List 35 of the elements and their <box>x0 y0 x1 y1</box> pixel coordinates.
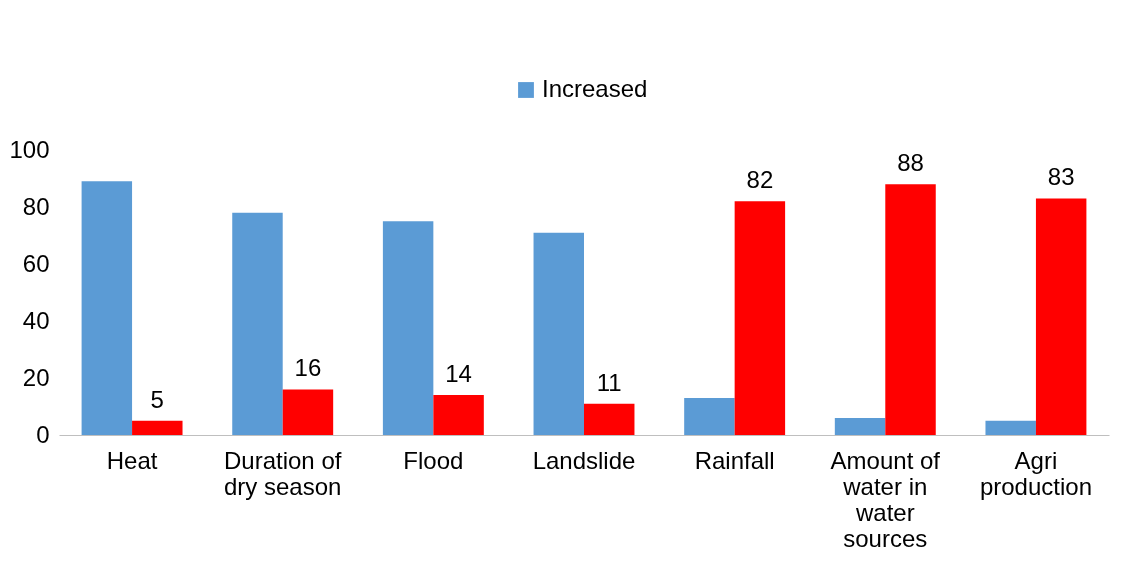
data-label: 11 <box>596 368 622 396</box>
x-tick-label: Flood <box>403 446 464 474</box>
y-tick-label: 40 <box>22 306 50 334</box>
x-tick-label: Amount of water in water sources <box>830 446 941 552</box>
bar <box>433 395 484 435</box>
data-label: 83 <box>1047 163 1075 191</box>
x-tick-label: Rainfall <box>694 446 775 474</box>
x-tick-label: Agri production <box>979 446 1092 500</box>
x-tick-label: Landslide <box>532 446 636 474</box>
bar <box>1035 198 1087 435</box>
data-label: 82 <box>746 166 774 194</box>
y-tick-label: 0 <box>36 420 50 448</box>
x-tick-label: Heat <box>106 446 158 474</box>
legend-label: Increased <box>542 75 648 102</box>
x-tick-label: Duration of dry season <box>224 446 342 500</box>
y-tick-label: 100 <box>9 135 50 163</box>
data-label: 88 <box>897 149 924 177</box>
data-label: 14 <box>445 360 472 388</box>
bar <box>282 389 334 435</box>
bar <box>834 417 886 435</box>
bar <box>584 403 635 435</box>
bar <box>533 232 584 435</box>
y-tick-label: 80 <box>22 192 50 220</box>
data-label: 5 <box>150 385 164 413</box>
bar <box>132 420 183 435</box>
bar <box>734 201 786 435</box>
bar <box>985 420 1036 435</box>
y-tick-label: 20 <box>22 363 50 391</box>
data-label: 16 <box>294 354 322 382</box>
bar <box>684 397 735 435</box>
y-tick-label: 60 <box>22 249 50 277</box>
bar <box>81 181 133 435</box>
bar <box>382 221 434 435</box>
bar <box>232 212 283 435</box>
bar <box>885 184 936 435</box>
